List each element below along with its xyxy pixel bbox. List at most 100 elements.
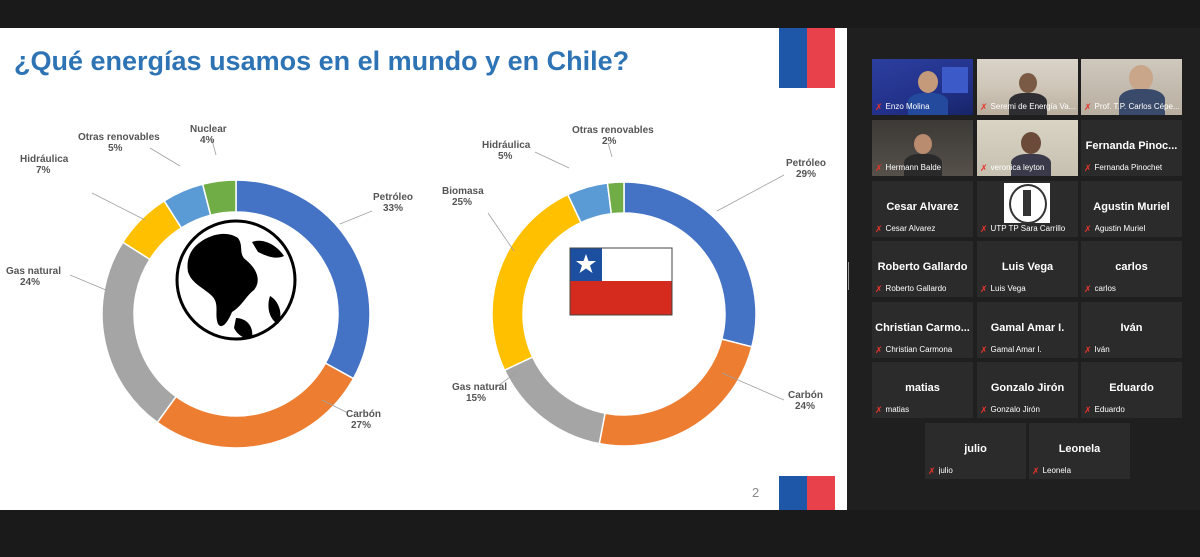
participant-tile[interactable]: Cesar Alvarez ✗ Cesar Alvarez: [872, 181, 973, 237]
participant-label: Gonzalo Jirón: [990, 405, 1040, 414]
chile-flag-icon: [569, 247, 673, 316]
mic-muted-icon: ✗: [980, 284, 988, 294]
person-body: [1119, 89, 1165, 115]
participant-tile[interactable]: ✗ veronica leyton: [977, 120, 1078, 176]
chile-label-gas-name: Gas natural: [452, 382, 507, 393]
participant-label: Gamal Amar I.: [990, 345, 1042, 354]
participant-name: Luis Vega: [1001, 261, 1054, 273]
chile-label-lines: [487, 142, 785, 401]
world-label-carbon-name: Carbón: [346, 409, 381, 420]
participant-label: Eduardo: [1094, 405, 1125, 414]
participant-name: Leonela: [1058, 443, 1101, 455]
participant-tile[interactable]: Gonzalo Jirón ✗ Gonzalo Jirón: [977, 362, 1078, 418]
participant-name: Agustin Muriel: [1093, 201, 1170, 213]
world-label-otras-value: 5%: [108, 143, 123, 154]
participant-label: Leonela: [1042, 466, 1072, 475]
participant-tile[interactable]: ✗ UTP TP Sara Carrillo: [977, 181, 1078, 237]
participant-tile[interactable]: ✗ Seremi de Energía Va...: [977, 59, 1078, 115]
chile-label-biomasa-value: 25%: [452, 197, 472, 208]
slide-flag-blue-bottom: [779, 476, 807, 510]
participant-tile[interactable]: Luis Vega ✗ Luis Vega: [977, 241, 1078, 297]
slide-flag-red-top: [807, 28, 835, 88]
participant-tile[interactable]: Roberto Gallardo ✗ Roberto Gallardo: [872, 241, 973, 297]
mic-muted-icon: ✗: [1084, 345, 1092, 355]
participant-label: Luis Vega: [990, 284, 1026, 293]
participant-tile[interactable]: Iván ✗ Iván: [1081, 302, 1182, 358]
participant-tile[interactable]: Fernanda Pinoc... ✗ Fernanda Pinochet: [1081, 120, 1182, 176]
chile-label-petroleo-value: 29%: [796, 169, 816, 180]
participant-tile[interactable]: Gamal Amar I. ✗ Gamal Amar I.: [977, 302, 1078, 358]
participant-name: Iván: [1120, 322, 1143, 334]
chile-label-hidraulica-value: 5%: [498, 151, 513, 162]
participant-name: Gamal Amar I.: [990, 322, 1065, 334]
mic-muted-icon: ✗: [1032, 466, 1040, 476]
participant-name: julio: [964, 443, 987, 455]
globe-icon: [175, 219, 297, 341]
world-label-gas-name: Gas natural: [6, 266, 61, 277]
participant-label: Seremi de Energía Va...: [990, 102, 1076, 111]
chile-label-otras-name: Otras renovables: [572, 125, 654, 136]
participant-name: Christian Carmo...: [875, 322, 970, 334]
slide-flag-blue-top: [779, 28, 807, 88]
participant-label: Agustin Muriel: [1094, 224, 1146, 233]
slide-number: 2: [752, 485, 760, 500]
mic-muted-icon: ✗: [980, 405, 988, 415]
person-head: [1021, 132, 1041, 154]
participant-tile-active-speaker[interactable]: ✗ Hermann Balde: [872, 120, 973, 176]
participant-name: carlos: [1115, 261, 1148, 273]
chile-slice-carbón: [598, 338, 753, 447]
participant-label: Fernanda Pinochet: [1094, 163, 1163, 172]
mic-muted-icon: ✗: [1084, 405, 1092, 415]
participant-tile[interactable]: ✗ Enzo Molina: [872, 59, 973, 115]
chile-slice-biomasa: [491, 193, 582, 372]
meeting-top-bar: [0, 0, 1200, 28]
world-label-hidraulica-name: Hidráulica: [20, 154, 69, 165]
participant-tile[interactable]: matias ✗ matias: [872, 362, 973, 418]
participant-tile[interactable]: Leonela ✗ Leonela: [1029, 423, 1130, 479]
person-head: [918, 71, 938, 93]
mic-muted-icon: ✗: [875, 345, 883, 355]
participant-tile[interactable]: Eduardo ✗ Eduardo: [1081, 362, 1182, 418]
world-label-petroleo-name: Petróleo: [373, 192, 413, 203]
participant-name: Gonzalo Jirón: [990, 382, 1065, 394]
mic-muted-icon: ✗: [1084, 284, 1092, 294]
participant-label: Iván: [1094, 345, 1110, 354]
participant-name: Fernanda Pinoc...: [1085, 140, 1178, 152]
participant-label: carlos: [1094, 284, 1116, 293]
chile-label-hidraulica-name: Hidráulica: [482, 140, 531, 151]
world-label-petroleo-value: 33%: [383, 203, 403, 214]
person-body: [908, 93, 948, 115]
mic-muted-icon: ✗: [980, 224, 988, 234]
chile-label-biomasa-name: Biomasa: [442, 186, 484, 197]
mic-muted-icon: ✗: [928, 466, 936, 476]
world-label-gas-value: 24%: [20, 277, 40, 288]
participant-tile[interactable]: Christian Carmo... ✗ Christian Carmona: [872, 302, 973, 358]
participant-tile[interactable]: carlos ✗ carlos: [1081, 241, 1182, 297]
panel-resize-handle-icon[interactable]: [848, 262, 852, 290]
mic-muted-icon: ✗: [875, 284, 883, 294]
chile-slice-gas-natural: [503, 356, 606, 445]
slide-flag-red-bottom: [807, 476, 835, 510]
chile-label-petroleo-name: Petróleo: [786, 158, 826, 169]
participant-name: Roberto Gallardo: [877, 261, 968, 273]
participant-tile[interactable]: julio ✗ julio: [925, 423, 1026, 479]
participant-tile[interactable]: ✗ Prof. T.P. Carlos Cépe...: [1081, 59, 1182, 115]
person-body: [1011, 154, 1051, 176]
mic-muted-icon: ✗: [980, 102, 988, 112]
participant-video: [977, 120, 1078, 176]
participant-video: [977, 59, 1078, 115]
mic-muted-icon: ✗: [980, 345, 988, 355]
participant-label: Hermann Balde: [885, 163, 942, 172]
mic-muted-icon: ✗: [875, 224, 883, 234]
world-label-lines: [69, 139, 373, 414]
mic-muted-icon: ✗: [875, 102, 883, 112]
slide-title: ¿Qué energías usamos en el mundo y en Ch…: [14, 46, 630, 76]
participant-label: Prof. T.P. Carlos Cépe...: [1094, 102, 1180, 111]
mic-muted-icon: ✗: [875, 163, 883, 173]
chile-label-otras-value: 2%: [602, 136, 617, 147]
participant-tile[interactable]: Agustin Muriel ✗ Agustin Muriel: [1081, 181, 1182, 237]
participant-video: [872, 59, 973, 115]
participant-label: UTP TP Sara Carrillo: [990, 224, 1066, 233]
world-label-hidraulica-value: 7%: [36, 165, 51, 176]
person-body: [1009, 93, 1047, 115]
